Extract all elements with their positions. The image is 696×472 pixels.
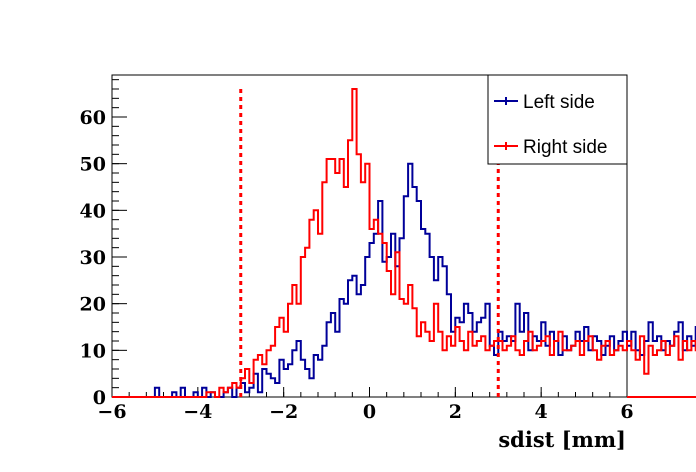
y-tick-label: 50 xyxy=(80,154,106,176)
y-tick-label: 40 xyxy=(80,200,106,222)
y-tick-label: 20 xyxy=(80,294,106,316)
y-tick-label: 60 xyxy=(80,107,106,129)
legend-box xyxy=(487,74,628,165)
x-tick-label: −6 xyxy=(97,401,126,423)
series-left-side-histogram xyxy=(112,162,696,398)
x-axis-title: sdist [mm] xyxy=(498,427,626,452)
y-tick-label: 10 xyxy=(80,340,106,362)
x-tick-label: 4 xyxy=(535,401,548,423)
y-tick-label: 30 xyxy=(80,247,106,269)
legend: Left side Right side xyxy=(487,74,628,165)
legend-label-left: Left side xyxy=(523,92,595,113)
series-right-side-histogram xyxy=(112,88,696,398)
y-tick-label: 0 xyxy=(93,387,106,409)
x-tick-label: −2 xyxy=(269,401,298,423)
histogram-series xyxy=(112,88,696,398)
x-tick-label: 6 xyxy=(620,401,633,423)
x-tick-label: −4 xyxy=(183,401,212,423)
x-tick-label: 2 xyxy=(449,401,462,423)
x-tick-label: 0 xyxy=(363,401,376,423)
legend-label-right: Right side xyxy=(523,137,608,158)
